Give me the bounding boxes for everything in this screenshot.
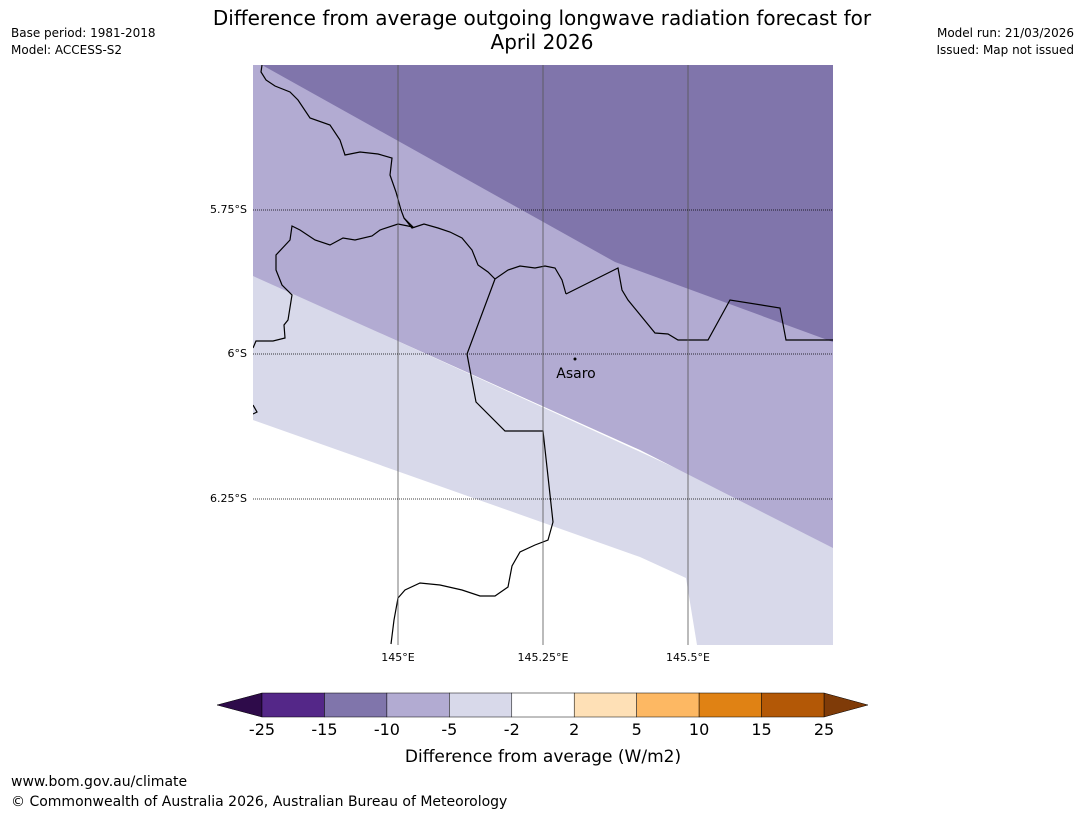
base-period-text: Base period: 1981-2018	[11, 26, 156, 40]
coastline	[253, 65, 415, 349]
coastline-fragment	[253, 404, 258, 415]
colorbar-tick-label: -2	[504, 720, 520, 739]
border-east	[565, 267, 833, 341]
colorbar-tick-label: -25	[249, 720, 275, 739]
colorbar-segments	[261, 692, 825, 718]
provincial-border	[390, 278, 554, 645]
colorbar-tick-label: 2	[569, 720, 579, 739]
lon-tick-145-25e: 145.25°E	[518, 651, 569, 664]
colorbar-segment	[698, 692, 762, 718]
colorbar-segment	[761, 692, 825, 718]
colorbar-tick-label: -5	[441, 720, 457, 739]
asaro-marker	[573, 357, 577, 361]
map-panel: Asaro	[253, 65, 833, 645]
asaro-label: Asaro	[556, 366, 595, 382]
colorbar-tick-labels: -25 -15 -10 -5 -2 2 5 10 15 25	[249, 720, 834, 739]
colorbar-title: Difference from average (W/m2)	[405, 747, 681, 767]
colorbar-tick-label: 25	[814, 720, 834, 739]
colorbar: -25 -15 -10 -5 -2 2 5 10 15 25 Difference from av…	[216, 692, 869, 767]
title-line-2: April 2026	[490, 30, 594, 54]
lon-tick-145-5e: 145.5°E	[666, 651, 710, 664]
colorbar-tick-label: -15	[311, 720, 337, 739]
title-line-1: Difference from average outgoing longwav…	[212, 6, 872, 30]
lat-tick-5-75s: 5.75°S	[210, 203, 247, 216]
lon-tick-145e: 145°E	[381, 651, 414, 664]
colorbar-tick-label: 10	[689, 720, 709, 739]
anomaly-band-minus-15-to-minus-10	[262, 65, 833, 342]
colorbar-tick-label: 5	[632, 720, 642, 739]
metadata-right: Model run: 21/03/2026 Issued: Map not is…	[936, 25, 1074, 59]
footer-url: www.bom.gov.au/climate	[11, 774, 188, 790]
lat-tick-6-25s: 6.25°S	[210, 492, 247, 505]
colorbar-under-arrow	[216, 692, 263, 718]
colorbar-segment	[573, 692, 637, 718]
colorbar-segment	[324, 692, 388, 718]
footer-copyright: © Commonwealth of Australia 2026, Austra…	[11, 794, 508, 810]
metadata-left: Base period: 1981-2018 Model: ACCESS-S2	[11, 25, 156, 59]
model-text: Model: ACCESS-S2	[11, 43, 123, 57]
map-title: Difference from average outgoing longwav…	[192, 6, 892, 54]
lat-tick-6s: 6°S	[228, 347, 247, 360]
issued-text: Issued: Map not issued	[936, 43, 1074, 57]
colorbar-segment	[636, 692, 700, 718]
colorbar-segment	[449, 692, 513, 718]
colorbar-tick-label: 15	[751, 720, 771, 739]
colorbar-segment	[386, 692, 450, 718]
colorbar-segment	[261, 692, 325, 718]
colorbar-segment	[511, 692, 575, 718]
model-run-text: Model run: 21/03/2026	[936, 26, 1074, 40]
colorbar-over-arrow	[823, 692, 869, 718]
coastline-upper-ridge	[403, 217, 567, 295]
graticule	[253, 65, 833, 645]
colorbar-tick-label: -10	[374, 720, 400, 739]
